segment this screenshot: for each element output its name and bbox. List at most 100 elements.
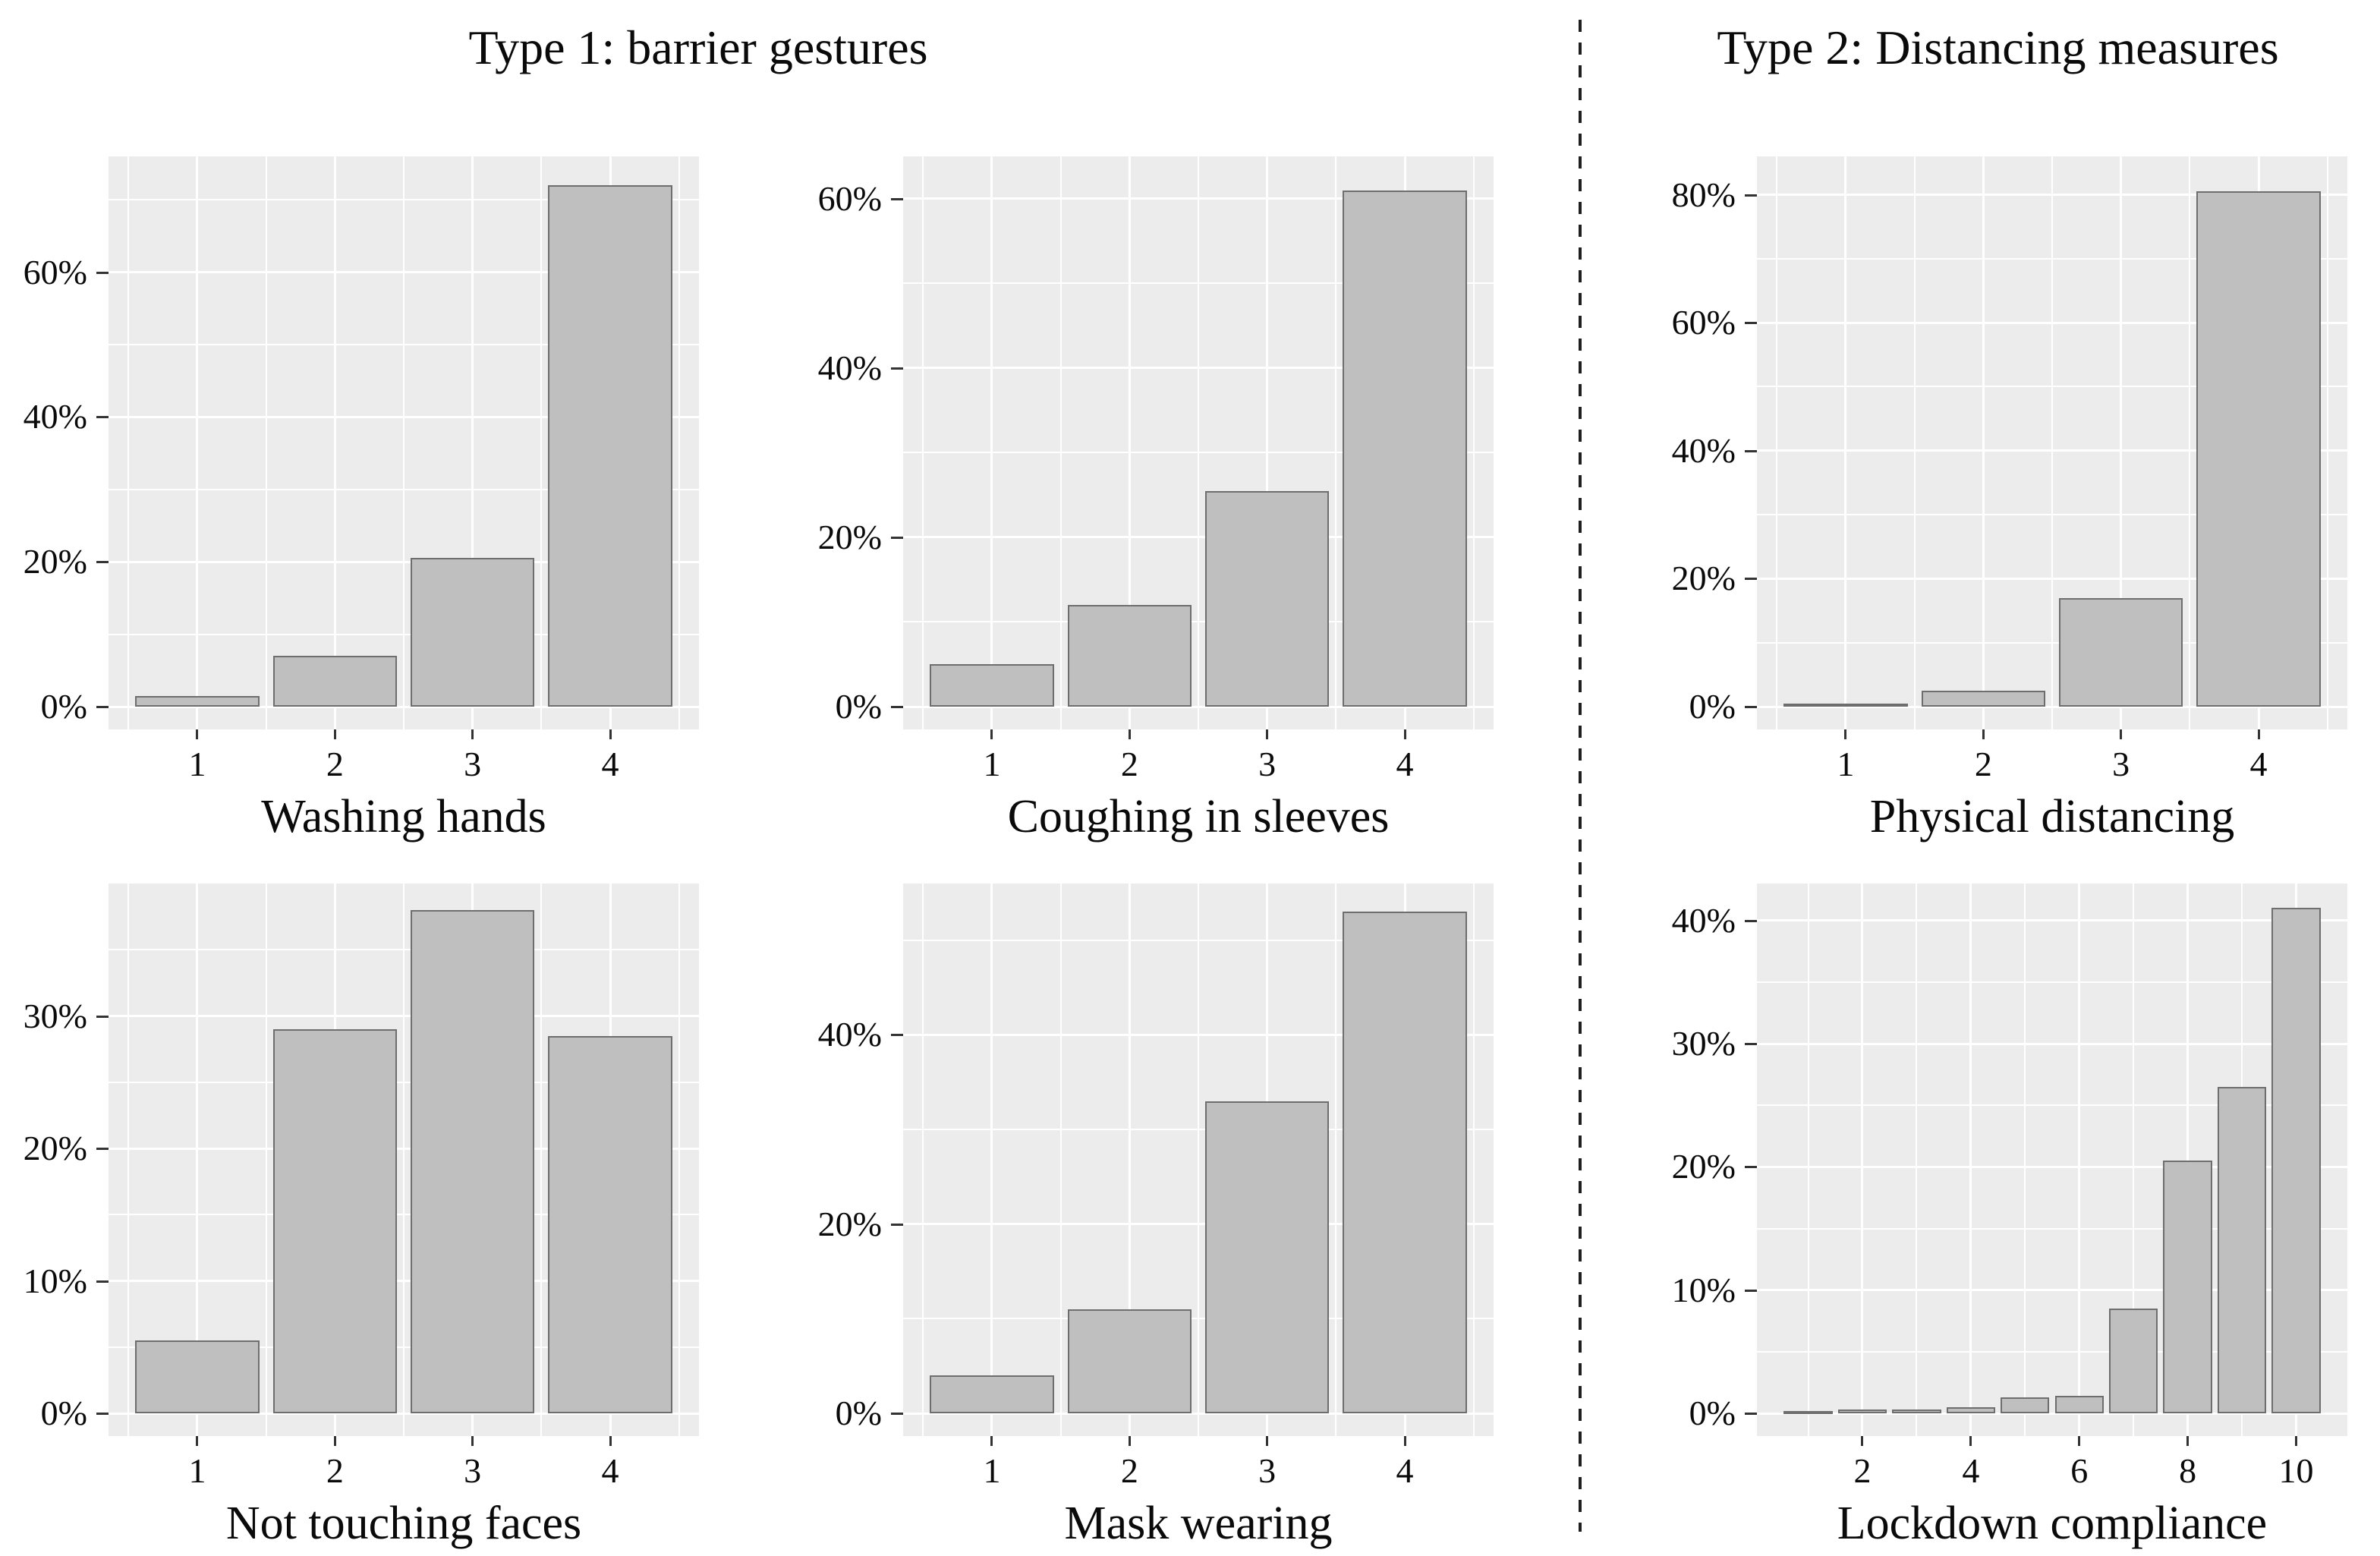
gridline-minor-vertical bbox=[540, 884, 543, 1436]
x-axis-tick-mark bbox=[609, 729, 612, 739]
gridline-minor-vertical bbox=[128, 156, 130, 729]
gridline-minor-vertical bbox=[403, 884, 405, 1436]
bar bbox=[2271, 908, 2321, 1413]
gridline-minor-vertical bbox=[1472, 884, 1475, 1436]
chart-panel bbox=[1757, 884, 2347, 1436]
gridline-major-vertical bbox=[1861, 884, 1864, 1436]
y-axis-tick-mark bbox=[1745, 194, 1757, 197]
chart-washing-hands: 0% 20% 40% 60% 1 2 3 4 Washing hands bbox=[0, 156, 699, 851]
gridline-major-horizontal bbox=[109, 1280, 699, 1282]
gridline-major-horizontal bbox=[1757, 577, 2347, 580]
gridline-major-vertical bbox=[1969, 884, 1972, 1436]
y-axis-tick-mark bbox=[1745, 1289, 1757, 1292]
x-axis-tick-mark bbox=[2186, 1436, 2190, 1446]
gridline-minor-vertical bbox=[1776, 156, 1778, 729]
bar bbox=[2163, 1161, 2212, 1413]
y-axis-tick-mark bbox=[1745, 322, 1757, 325]
y-axis-tick-mark bbox=[1745, 578, 1757, 581]
gridline-major-horizontal bbox=[1757, 1412, 2347, 1415]
bar bbox=[930, 1375, 1054, 1413]
y-tick-label: 60% bbox=[1671, 303, 1736, 342]
y-axis-tick-mark bbox=[1745, 919, 1757, 922]
bar bbox=[2217, 1086, 2267, 1413]
gridline-major-horizontal bbox=[903, 1033, 1494, 1036]
bar bbox=[1205, 490, 1330, 707]
x-tick-label: 1 bbox=[1837, 745, 1855, 783]
x-tick-label: 8 bbox=[2179, 1451, 2197, 1490]
gridline-minor-vertical bbox=[265, 884, 267, 1436]
bar bbox=[2054, 1396, 2104, 1413]
y-axis-tick-mark bbox=[891, 1223, 903, 1226]
bar bbox=[1343, 190, 1467, 707]
gridline-minor-horizontal bbox=[1757, 981, 2347, 983]
gridline-minor-vertical bbox=[1472, 156, 1475, 729]
gridline-minor-vertical bbox=[1059, 156, 1062, 729]
chart-panel bbox=[1757, 156, 2347, 729]
y-tick-label: 40% bbox=[23, 397, 87, 436]
y-axis-tick-mark bbox=[96, 271, 109, 274]
gridline-major-horizontal bbox=[1757, 449, 2347, 452]
gridline-major-horizontal bbox=[903, 197, 1494, 200]
x-axis-tick-mark bbox=[609, 1436, 612, 1446]
y-tick-label: 20% bbox=[817, 1204, 882, 1243]
x-tick-label: 4 bbox=[1396, 745, 1414, 783]
bar bbox=[272, 656, 397, 707]
y-axis-tick-mark bbox=[891, 1413, 903, 1415]
x-tick-label: 1 bbox=[983, 1451, 1001, 1490]
gridline-minor-vertical bbox=[265, 156, 267, 729]
y-tick-label: 80% bbox=[1671, 175, 1736, 214]
bar bbox=[135, 1340, 260, 1413]
x-tick-label: 4 bbox=[2249, 745, 2268, 783]
x-axis-tick-mark bbox=[2294, 1436, 2297, 1446]
gridline-minor-vertical bbox=[2189, 156, 2191, 729]
chart-panel bbox=[109, 156, 699, 729]
axis-title: Not touching faces bbox=[225, 1498, 582, 1549]
chart-lockdown-compliance: 0% 10% 20% 30% 40% 2 4 6 8 10 Lockdown compliance bbox=[1648, 884, 2347, 1556]
gridline-minor-vertical bbox=[403, 156, 405, 729]
x-axis-tick-mark bbox=[471, 1436, 474, 1446]
x-tick-label: 3 bbox=[1258, 745, 1277, 783]
gridline-major-horizontal bbox=[1757, 1042, 2347, 1045]
x-tick-label: 2 bbox=[1120, 1451, 1138, 1490]
y-axis-tick-mark bbox=[96, 1413, 109, 1415]
gridline-minor-vertical bbox=[1913, 156, 1916, 729]
x-axis-tick-mark bbox=[333, 729, 336, 739]
gridline-major-vertical bbox=[1844, 156, 1847, 729]
bar bbox=[1837, 1410, 1887, 1413]
x-axis-tick-mark bbox=[1266, 729, 1269, 739]
y-tick-label: 0% bbox=[835, 687, 882, 726]
gridline-major-horizontal bbox=[109, 1147, 699, 1150]
gridline-major-vertical bbox=[196, 156, 199, 729]
gridline-minor-vertical bbox=[678, 156, 680, 729]
x-tick-label: 4 bbox=[1396, 1451, 1414, 1490]
x-tick-label: 1 bbox=[983, 745, 1001, 783]
y-axis-tick-mark bbox=[891, 197, 903, 200]
x-axis-tick-mark bbox=[1844, 729, 1847, 739]
x-axis-tick-mark bbox=[2078, 1436, 2081, 1446]
y-tick-label: 0% bbox=[40, 1394, 87, 1432]
y-tick-label: 40% bbox=[1671, 430, 1736, 470]
gridline-major-horizontal bbox=[1757, 321, 2347, 324]
gridline-major-horizontal bbox=[1757, 1289, 2347, 1292]
gridline-major-vertical bbox=[1266, 156, 1269, 729]
bar bbox=[1783, 1410, 1833, 1414]
gridline-major-horizontal bbox=[1757, 919, 2347, 922]
y-tick-label: 30% bbox=[23, 996, 87, 1035]
y-axis-tick-mark bbox=[96, 706, 109, 708]
y-tick-label: 10% bbox=[23, 1261, 87, 1300]
gridline-major-vertical bbox=[333, 156, 336, 729]
x-tick-label: 1 bbox=[188, 1451, 206, 1490]
x-axis-tick-mark bbox=[471, 729, 474, 739]
gridline-minor-vertical bbox=[678, 884, 680, 1436]
x-tick-label: 2 bbox=[1974, 745, 1992, 783]
bar bbox=[2001, 1397, 2050, 1413]
gridline-minor-horizontal bbox=[1757, 1350, 2347, 1353]
x-axis-tick-mark bbox=[1969, 1436, 1972, 1446]
axis-title: Lockdown compliance bbox=[1837, 1498, 2268, 1549]
chart-panel bbox=[109, 884, 699, 1436]
gridline-major-vertical bbox=[1128, 884, 1131, 1436]
y-tick-label: 40% bbox=[817, 348, 882, 387]
gridline-major-horizontal bbox=[903, 705, 1494, 708]
x-tick-label: 3 bbox=[464, 745, 482, 783]
gridline-minor-vertical bbox=[2051, 156, 2053, 729]
